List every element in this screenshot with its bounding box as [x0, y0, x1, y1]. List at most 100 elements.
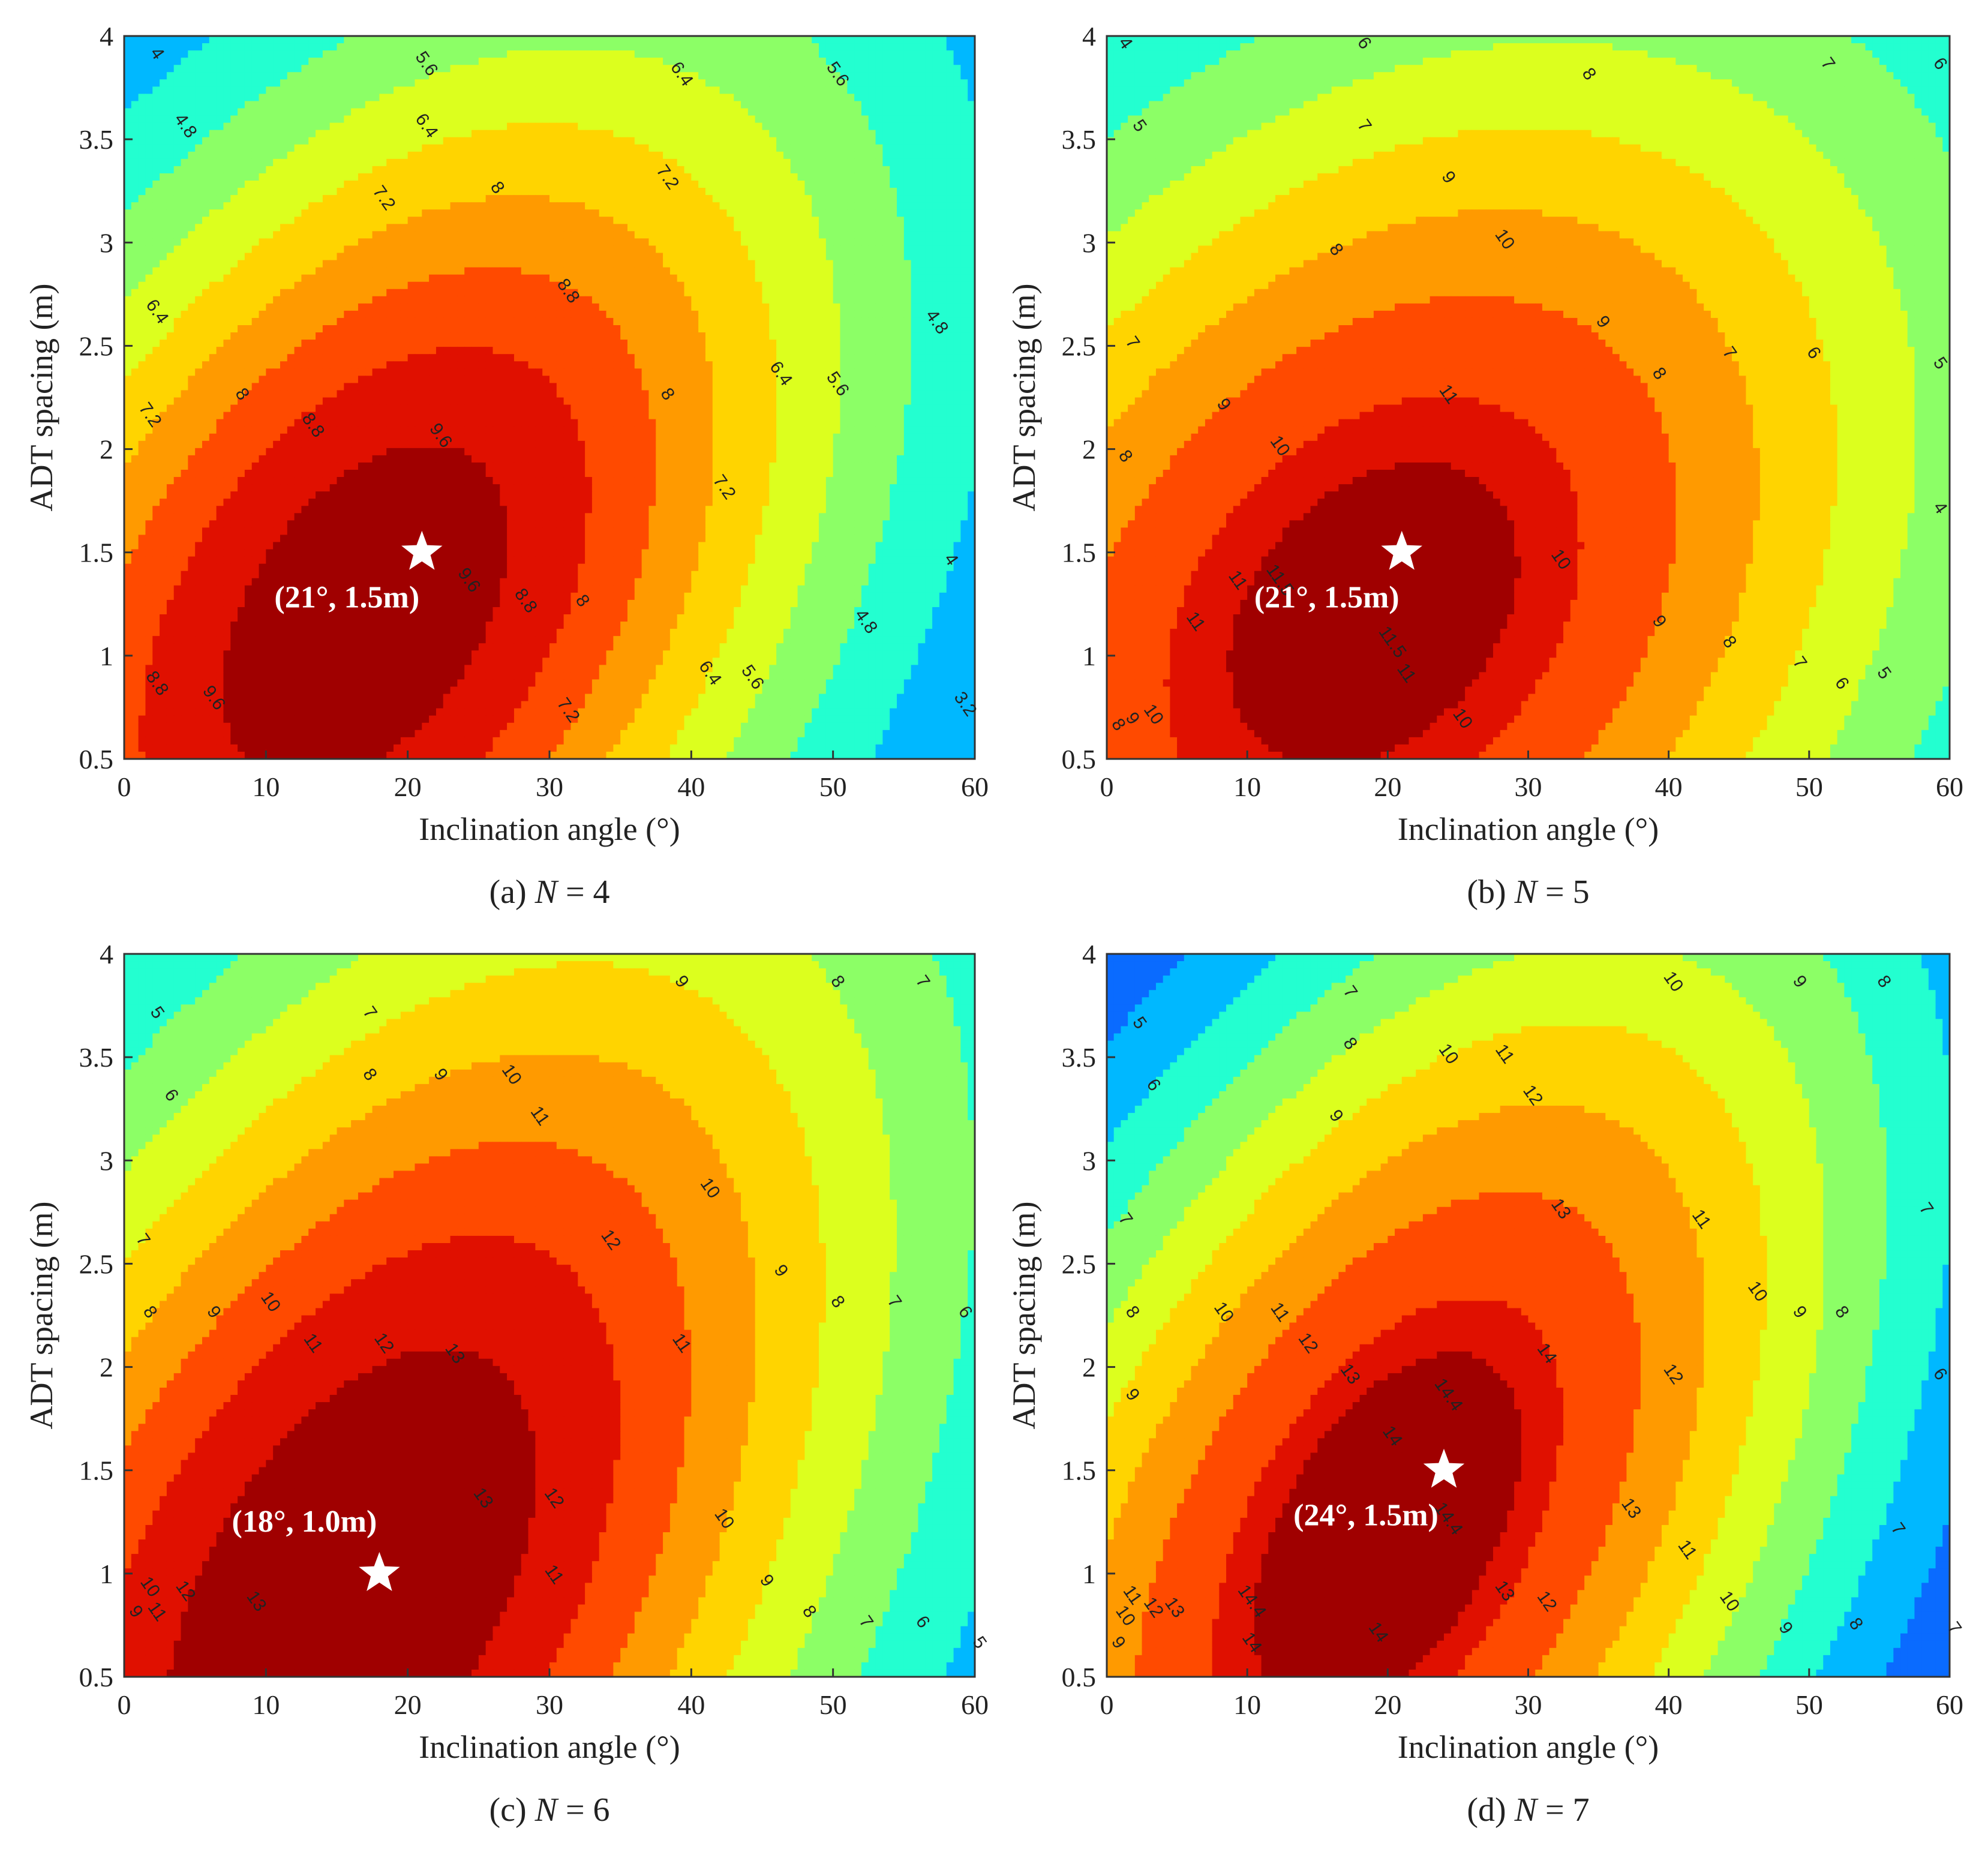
contour-cell [591, 101, 600, 109]
contour-cell [613, 173, 621, 181]
contour-cell [266, 188, 274, 196]
contour-cell [705, 202, 713, 210]
contour-cell [734, 151, 741, 160]
contour-cell [422, 79, 430, 87]
contour-cell [400, 267, 409, 275]
contour-cell [443, 231, 451, 239]
contour-cell [578, 115, 585, 124]
contour-cell [372, 166, 380, 174]
contour-cell [882, 65, 890, 73]
contour-cell [472, 158, 479, 167]
contour-cell [535, 72, 543, 80]
contour-cell [570, 245, 578, 254]
contour-cell [415, 79, 422, 87]
contour-cell [273, 303, 281, 311]
contour-cell [195, 231, 203, 239]
contour-cell [691, 325, 699, 333]
contour-cell [613, 58, 621, 65]
contour-cell [436, 173, 444, 181]
contour-cell [663, 303, 671, 311]
contour-cell [251, 310, 260, 319]
contour-cell [620, 58, 628, 65]
contour-cell [478, 58, 487, 65]
contour-cell [804, 281, 812, 290]
contour-cell [266, 173, 274, 181]
contour-cell [316, 79, 323, 87]
contour-cell [322, 332, 331, 340]
contour-cell [804, 158, 812, 167]
contour-cell [570, 65, 578, 73]
contour-cell [641, 310, 650, 319]
contour-cell [747, 188, 756, 196]
contour-cell [507, 181, 515, 188]
contour-cell [648, 310, 656, 319]
contour-cell [188, 317, 196, 326]
contour-cell [485, 43, 494, 51]
contour-cell [535, 173, 543, 181]
contour-cell [812, 281, 819, 290]
contour-cell [627, 325, 635, 333]
contour-cell [273, 65, 281, 73]
contour-cell [507, 224, 515, 232]
contour-cell [578, 195, 585, 203]
contour-cell [301, 173, 309, 181]
contour-cell [145, 289, 153, 297]
contour-cell [443, 253, 451, 261]
contour-cell [316, 151, 323, 160]
contour-cell [776, 115, 784, 124]
contour-cell [415, 281, 422, 290]
contour-cell [316, 245, 323, 254]
contour-cell [734, 274, 741, 283]
contour-cell [400, 281, 409, 290]
contour-cell [776, 65, 784, 73]
contour-cell [684, 101, 692, 109]
contour-cell [152, 130, 160, 138]
contour-cell [450, 65, 458, 73]
contour-cell [195, 130, 203, 138]
contour-cell [513, 296, 522, 304]
contour-cell [812, 122, 819, 131]
contour-cell [741, 86, 749, 94]
contour-cell [776, 58, 784, 65]
contour-cell [223, 289, 231, 297]
contour-cell [372, 58, 380, 65]
contour-cell [131, 43, 139, 51]
contour-cell [726, 245, 734, 254]
contour-cell [825, 158, 834, 167]
contour-cell [358, 101, 366, 109]
contour-cell [535, 310, 543, 319]
contour-cell [804, 253, 812, 261]
contour-cell [138, 260, 146, 268]
contour-cell [549, 58, 557, 65]
contour-cell [882, 209, 890, 217]
contour-cell [230, 65, 238, 73]
contour-cell [861, 65, 869, 73]
contour-cell [521, 310, 529, 319]
contour-cell [251, 281, 260, 290]
contour-cell [160, 281, 167, 290]
contour-cell [719, 86, 728, 94]
contour-cell [549, 325, 557, 333]
contour-cell [641, 217, 650, 224]
contour-cell [394, 274, 401, 283]
contour-cell [556, 209, 564, 217]
contour-cell [379, 58, 387, 65]
contour-cell [691, 36, 699, 44]
contour-cell [684, 317, 692, 326]
contour-cell [897, 122, 905, 131]
contour-cell [188, 281, 196, 290]
contour-cell [266, 202, 274, 210]
contour-cell [259, 209, 266, 217]
contour-cell [861, 122, 869, 131]
contour-cell [301, 181, 309, 188]
contour-cell [238, 72, 245, 80]
contour-cell [797, 281, 805, 290]
contour-cell [591, 50, 600, 58]
contour-cell [230, 166, 238, 174]
contour-cell [513, 72, 522, 80]
contour-cell [684, 58, 692, 65]
contour-cell [464, 137, 472, 145]
contour-cell [726, 130, 734, 138]
contour-cell [599, 281, 607, 290]
contour-cell [542, 50, 550, 58]
